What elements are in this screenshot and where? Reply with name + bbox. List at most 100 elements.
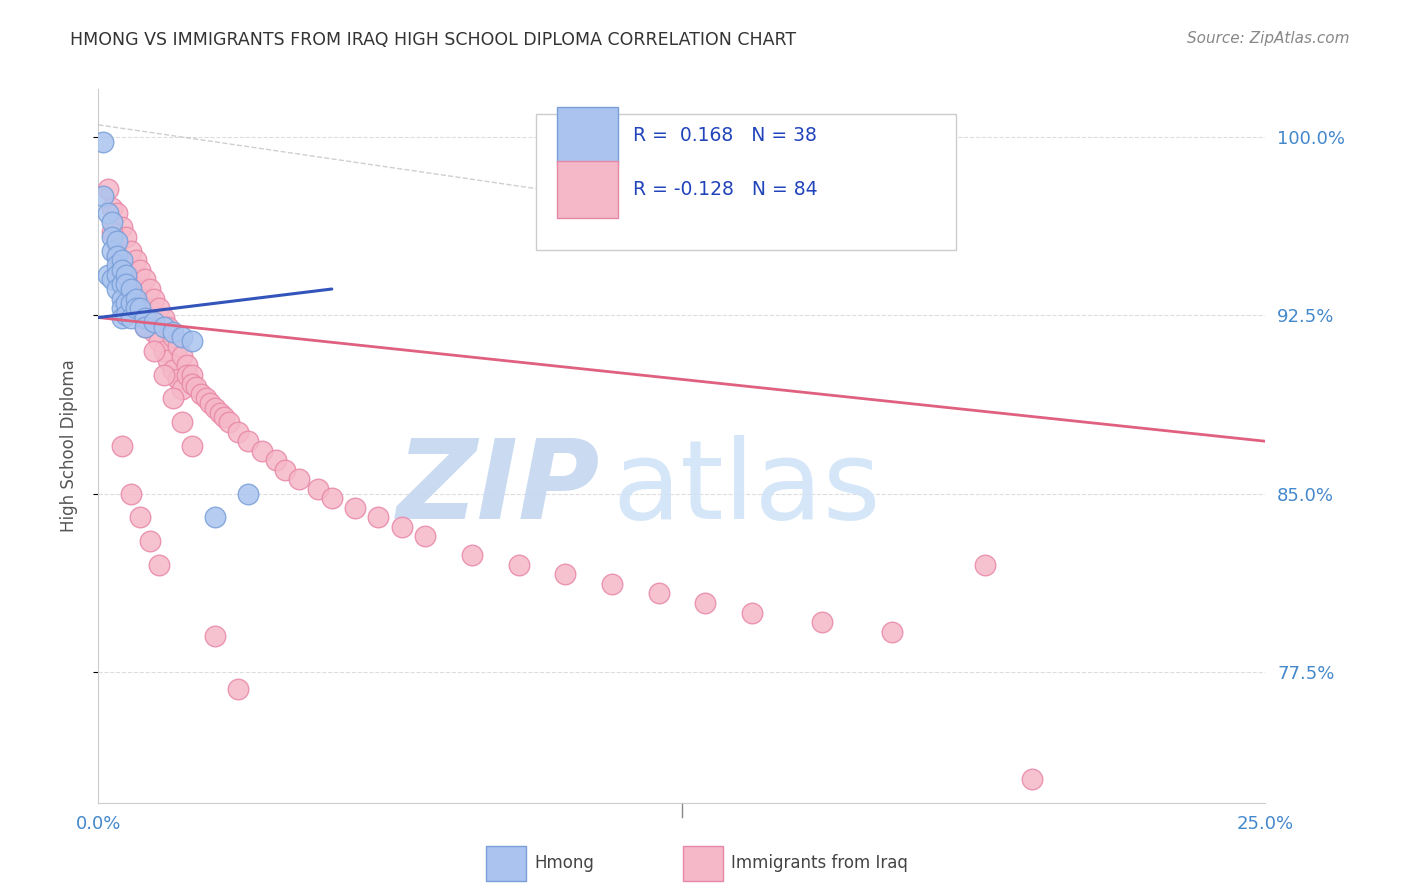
Point xyxy=(461,549,484,563)
Point xyxy=(152,310,174,325)
Point xyxy=(134,272,156,286)
Point xyxy=(125,301,148,315)
Point xyxy=(647,586,669,600)
Point xyxy=(134,320,156,334)
Point xyxy=(101,229,124,244)
Point xyxy=(741,606,763,620)
Point xyxy=(321,491,343,506)
Point xyxy=(204,401,226,415)
Point xyxy=(129,510,152,524)
Point xyxy=(974,558,997,572)
Point xyxy=(250,443,273,458)
Point xyxy=(152,343,174,358)
Point xyxy=(134,306,156,320)
Point xyxy=(105,249,128,263)
Point xyxy=(105,282,128,296)
Point xyxy=(152,368,174,382)
Point xyxy=(101,225,124,239)
Point xyxy=(236,434,259,449)
Point xyxy=(105,206,128,220)
Point xyxy=(157,320,180,334)
Text: R =  0.168   N = 38: R = 0.168 N = 38 xyxy=(633,126,817,145)
Point xyxy=(1021,772,1043,786)
Point xyxy=(166,372,188,386)
Point xyxy=(105,235,128,249)
Point xyxy=(413,529,436,543)
Point xyxy=(157,353,180,368)
Point xyxy=(508,558,530,572)
Point xyxy=(139,315,162,329)
Point xyxy=(236,486,259,500)
Text: Hmong: Hmong xyxy=(534,855,595,872)
Point xyxy=(139,282,162,296)
Point xyxy=(111,253,134,268)
Point xyxy=(111,292,134,306)
Point xyxy=(143,325,166,339)
Y-axis label: High School Diploma: High School Diploma xyxy=(59,359,77,533)
Point xyxy=(91,189,114,203)
Point xyxy=(148,558,170,572)
Point xyxy=(200,396,222,410)
Point xyxy=(111,277,134,292)
Point xyxy=(101,215,124,229)
Point xyxy=(264,453,287,467)
Point xyxy=(344,500,367,515)
Point xyxy=(162,329,184,343)
Point xyxy=(391,520,413,534)
Point xyxy=(176,358,198,372)
Point xyxy=(218,415,240,429)
Point xyxy=(162,325,184,339)
Point xyxy=(204,629,226,643)
Point xyxy=(120,296,142,310)
Point xyxy=(180,334,202,349)
Point xyxy=(125,253,148,268)
Point xyxy=(101,272,124,286)
Point xyxy=(214,410,236,425)
Point xyxy=(172,329,194,343)
Point xyxy=(134,310,156,325)
Point xyxy=(307,482,329,496)
Point xyxy=(172,415,194,429)
Point xyxy=(101,201,124,215)
Text: R = -0.128   N = 84: R = -0.128 N = 84 xyxy=(633,179,817,199)
Point xyxy=(125,286,148,301)
Point xyxy=(811,615,834,629)
Point xyxy=(120,244,142,258)
Point xyxy=(97,268,120,282)
Point xyxy=(204,510,226,524)
Point xyxy=(120,277,142,292)
FancyBboxPatch shape xyxy=(536,114,956,250)
Point xyxy=(134,320,156,334)
Point xyxy=(105,236,128,251)
Point xyxy=(120,282,142,296)
Point xyxy=(111,301,134,315)
Point xyxy=(105,249,128,263)
Point xyxy=(274,463,297,477)
FancyBboxPatch shape xyxy=(557,107,617,164)
Point xyxy=(880,624,903,639)
Point xyxy=(105,268,128,282)
Point xyxy=(115,272,138,286)
Point xyxy=(172,382,194,396)
Point xyxy=(172,349,194,363)
Point xyxy=(208,406,231,420)
Point xyxy=(115,308,138,322)
Point xyxy=(115,229,138,244)
Point xyxy=(600,577,623,591)
Point xyxy=(129,301,152,315)
Point xyxy=(695,596,717,610)
FancyBboxPatch shape xyxy=(557,161,617,218)
Point xyxy=(97,182,120,196)
Point xyxy=(180,439,202,453)
Text: Immigrants from Iraq: Immigrants from Iraq xyxy=(731,855,908,872)
Point xyxy=(166,339,188,353)
Point xyxy=(91,135,114,149)
Point xyxy=(129,296,152,310)
Point xyxy=(143,343,166,358)
Point xyxy=(115,296,138,310)
Point xyxy=(115,268,138,282)
Point xyxy=(120,310,142,325)
Point xyxy=(152,320,174,334)
Text: ZIP: ZIP xyxy=(396,435,600,542)
Point xyxy=(228,425,250,439)
